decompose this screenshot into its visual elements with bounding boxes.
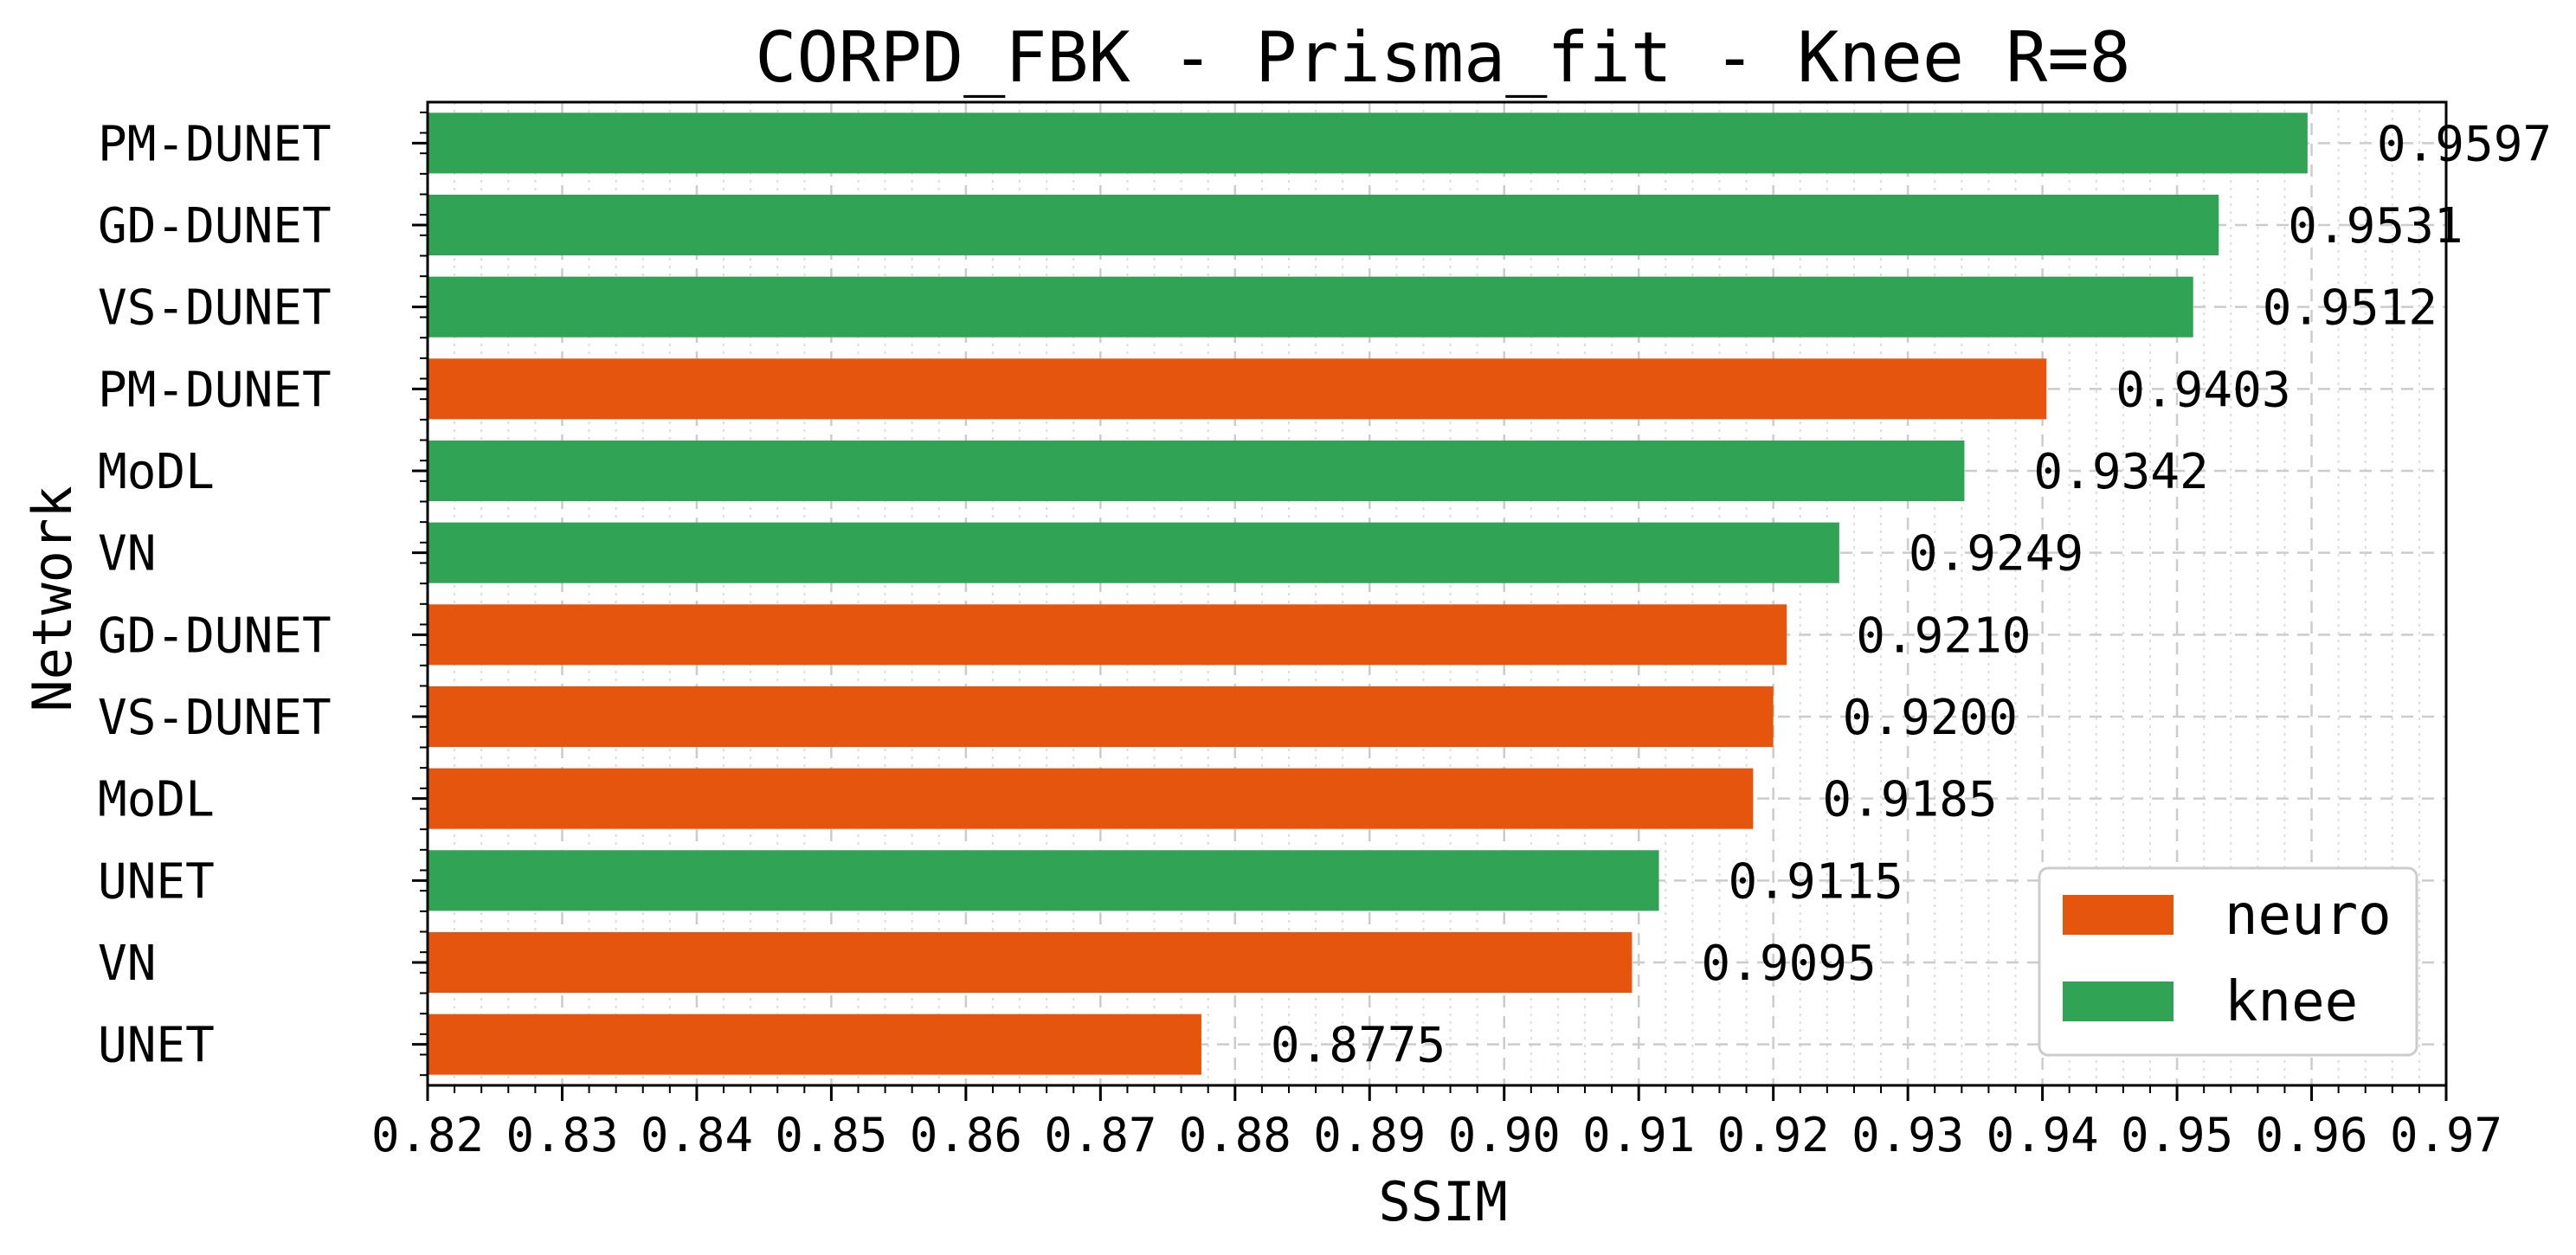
plot-frame — [426, 100, 2448, 1087]
y-category-label: MoDL — [98, 772, 215, 828]
bar-value-label: 0.9210 — [1856, 608, 2031, 664]
legend-label-knee: knee — [2225, 970, 2358, 1034]
y-category-label: UNET — [98, 1018, 215, 1074]
legend: neuro knee — [2038, 866, 2418, 1057]
legend-label-neuro: neuro — [2225, 884, 2392, 948]
x-tick-label: 0.92 — [1717, 1108, 1830, 1162]
x-axis-title: SSIM — [1378, 1170, 1507, 1233]
y-category-label: VS-DUNET — [98, 280, 332, 337]
x-tick-label: 0.95 — [2121, 1108, 2233, 1162]
bar-knee-pm-dunet — [428, 113, 2308, 174]
legend-swatch-neuro — [2063, 895, 2174, 935]
y-category-label: MoDL — [98, 444, 215, 500]
x-tick-label: 0.86 — [910, 1108, 1022, 1162]
x-tick-label: 0.84 — [641, 1108, 753, 1162]
y-category-label: GD-DUNET — [98, 608, 332, 664]
x-tick-label: 0.97 — [2390, 1108, 2502, 1162]
bar-value-label: 0.9095 — [1701, 936, 1876, 992]
bar-neuro-modl — [428, 768, 1754, 829]
x-tick-label: 0.88 — [1179, 1108, 1291, 1162]
bar-value-label: 0.8775 — [1271, 1018, 1446, 1074]
y-category-label: UNET — [98, 853, 215, 910]
y-category-label: VN — [98, 526, 156, 582]
bar-value-label: 0.9342 — [2033, 444, 2208, 500]
bar-knee-gd-dunet — [428, 194, 2219, 256]
bar-neuro-pm-dunet — [428, 358, 2047, 420]
x-tick-label: 0.91 — [1582, 1108, 1695, 1162]
bars — [428, 113, 2308, 1075]
bar-knee-modl — [428, 440, 1965, 502]
bar-value-label: 0.9597 — [2377, 116, 2552, 172]
bar-knee-unet — [428, 850, 1659, 911]
chart-title: CORPD_FBK - Prisma_fit - Knee R=8 — [755, 17, 2130, 98]
legend-swatch-knee — [2063, 981, 2174, 1021]
x-tick-label: 0.87 — [1044, 1108, 1156, 1162]
x-tick-label: 0.85 — [775, 1108, 887, 1162]
y-category-label: VS-DUNET — [98, 690, 332, 746]
x-tick-label: 0.94 — [1987, 1108, 2099, 1162]
y-category-label: PM-DUNET — [98, 362, 332, 418]
x-tick-label: 0.89 — [1313, 1108, 1426, 1162]
x-tick-label: 0.90 — [1448, 1108, 1561, 1162]
y-category-label: PM-DUNET — [98, 116, 332, 172]
bar-knee-vs-dunet — [428, 276, 2193, 338]
x-tick-label: 0.82 — [371, 1108, 484, 1162]
bar-value-label: 0.9531 — [2288, 198, 2463, 254]
x-tick-label: 0.93 — [1852, 1108, 1964, 1162]
bar-neuro-unet — [428, 1014, 1201, 1075]
bar-value-label: 0.9200 — [1843, 690, 2018, 746]
bar-value-label: 0.9249 — [1909, 526, 2083, 582]
bar-knee-vn — [428, 522, 1839, 583]
bar-neuro-gd-dunet — [428, 604, 1787, 666]
bar-neuro-vn — [428, 931, 1633, 994]
axis-ticks — [412, 111, 2448, 1101]
bar-value-label: 0.9403 — [2116, 362, 2290, 418]
x-tick-label: 0.83 — [506, 1108, 618, 1162]
labels: 0.82 0.83 0.84 0.85 0.86 0.87 0.88 0.89 0.90 0.91… — [98, 116, 2552, 1162]
bar-value-label: 0.9185 — [1822, 772, 1997, 828]
y-axis-title: Network — [21, 486, 84, 711]
y-category-label: VN — [98, 936, 156, 992]
bar-value-label: 0.9115 — [1729, 853, 1903, 910]
x-tick-label: 0.96 — [2256, 1108, 2368, 1162]
bar-neuro-vs-dunet — [428, 685, 1774, 748]
bar-value-label: 0.9512 — [2263, 280, 2438, 337]
y-category-label: GD-DUNET — [98, 198, 332, 254]
